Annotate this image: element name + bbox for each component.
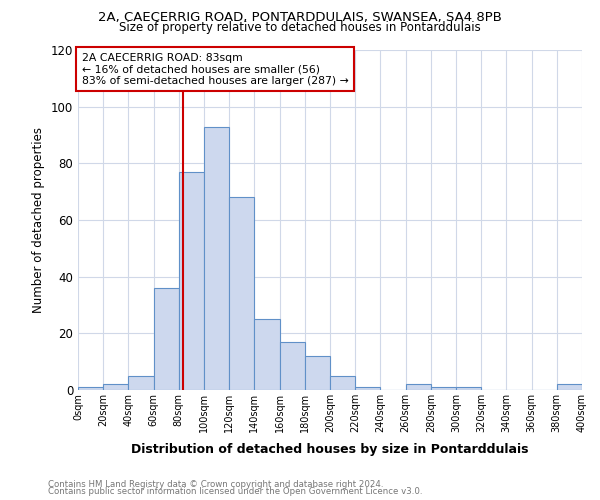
Text: 2A CAECERRIG ROAD: 83sqm
← 16% of detached houses are smaller (56)
83% of semi-d: 2A CAECERRIG ROAD: 83sqm ← 16% of detach… [82,53,349,86]
Text: 2A, CAECERRIG ROAD, PONTARDDULAIS, SWANSEA, SA4 8PB: 2A, CAECERRIG ROAD, PONTARDDULAIS, SWANS… [98,11,502,24]
Bar [128,376,154,390]
Text: Contains HM Land Registry data © Crown copyright and database right 2024.: Contains HM Land Registry data © Crown c… [48,480,383,489]
Bar [330,376,355,390]
Bar [103,384,128,390]
Bar [305,356,330,390]
Bar [280,342,305,390]
Bar [254,319,280,390]
Text: Contains public sector information licensed under the Open Government Licence v3: Contains public sector information licen… [48,487,422,496]
Bar [179,172,204,390]
Bar [204,126,229,390]
Bar [406,384,431,390]
Bar [78,387,103,390]
Bar [456,387,481,390]
Bar [154,288,179,390]
Bar [431,387,456,390]
Bar [557,384,582,390]
Bar [229,198,254,390]
Y-axis label: Number of detached properties: Number of detached properties [32,127,45,313]
X-axis label: Distribution of detached houses by size in Pontarddulais: Distribution of detached houses by size … [131,444,529,456]
Text: Size of property relative to detached houses in Pontarddulais: Size of property relative to detached ho… [119,21,481,34]
Bar [355,387,380,390]
